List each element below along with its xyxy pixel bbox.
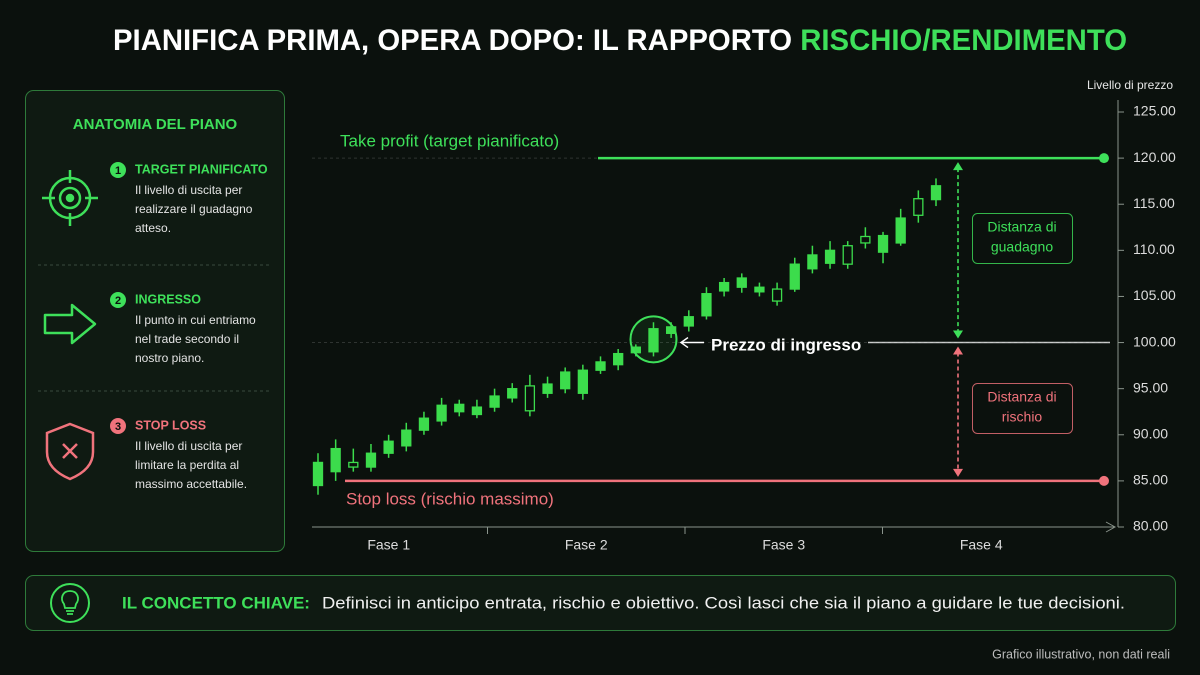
y-tick-label: 110.00	[1133, 241, 1175, 257]
panel-title: ANATOMIA DEL PIANO	[73, 116, 238, 133]
candle-body	[789, 263, 800, 290]
candle-body	[842, 245, 853, 265]
key-label: IL CONCETTO CHIAVE:	[122, 593, 310, 612]
candle-body	[542, 383, 553, 394]
arrow-icon	[43, 303, 97, 345]
item-number: 1	[115, 165, 121, 177]
item-text: realizzare il guadagno	[135, 202, 253, 216]
item-title: STOP LOSS	[135, 418, 206, 432]
level-label: Stop loss (rischio massimo)	[346, 489, 554, 508]
candle-body	[560, 371, 571, 390]
y-tick-label: 90.00	[1133, 425, 1168, 441]
level-dot	[1099, 475, 1109, 486]
candle-body	[877, 234, 889, 253]
candle-body	[489, 395, 500, 408]
title: PIANIFICA PRIMA, OPERA DOPO: IL RAPPORTO…	[113, 24, 1127, 57]
distance-box	[972, 383, 1073, 434]
candle-body	[436, 404, 447, 422]
x-tick-label: Fase 4	[960, 537, 1003, 553]
candle-body	[365, 452, 377, 468]
key-box	[25, 575, 1176, 631]
candle-body	[736, 277, 747, 288]
item-badge	[110, 292, 126, 308]
entry-arrow	[679, 336, 704, 349]
candle-body	[507, 388, 518, 399]
candle-body	[595, 361, 606, 371]
y-tick-label: 85.00	[1133, 472, 1168, 488]
y-tick-label: 80.00	[1133, 518, 1168, 534]
item-text: atteso.	[135, 221, 171, 235]
item-badge	[110, 162, 126, 178]
title-text: PIANIFICA PRIMA, OPERA DOPO: IL RAPPORTO	[113, 24, 800, 57]
y-axis-title: Livello di prezzo	[1087, 78, 1173, 92]
y-tick-label: 120.00	[1133, 149, 1176, 165]
candle-body	[577, 369, 589, 394]
item-text: nostro piano.	[135, 351, 204, 365]
candle-body	[683, 316, 694, 327]
candle-body	[807, 254, 818, 270]
candle-body	[383, 440, 394, 454]
title-highlight: RISCHIO/RENDIMENTO	[800, 24, 1127, 57]
candle-body	[524, 385, 536, 412]
candle-body	[454, 403, 465, 413]
candle-body	[718, 281, 730, 292]
candle-body	[930, 185, 942, 201]
candle-body	[771, 288, 783, 302]
distance-box	[972, 213, 1073, 264]
candle-body	[860, 235, 871, 244]
bulb-icon	[50, 583, 90, 623]
candle-body	[648, 328, 659, 353]
candle-body	[665, 326, 677, 334]
candle-body	[471, 406, 483, 416]
item-text: nel trade secondo il	[135, 332, 239, 346]
candle-body	[348, 461, 359, 468]
candle-body	[913, 198, 924, 216]
item-title: TARGET PIANIFICATO	[135, 162, 268, 176]
item-title: INGRESSO	[135, 292, 201, 306]
distance-label: Distanza di	[987, 389, 1056, 405]
y-tick-label: 100.00	[1133, 333, 1176, 349]
shield-icon	[45, 422, 95, 481]
footnote: Grafico illustrativo, non dati reali	[992, 647, 1170, 661]
level-label: Prezzo di ingresso	[711, 335, 861, 354]
candle-body	[401, 429, 412, 447]
candle-body	[754, 286, 765, 293]
level-label: Take profit (target pianificato)	[340, 131, 559, 150]
item-text: massimo accettabile.	[135, 477, 247, 491]
side-panel	[25, 90, 285, 552]
item-number: 2	[115, 295, 121, 307]
y-tick-label: 115.00	[1133, 195, 1175, 211]
candle-body	[895, 217, 906, 244]
item-text: Il punto in cui entriamo	[135, 313, 256, 327]
level-dot	[1099, 153, 1109, 164]
candle-body	[330, 447, 341, 473]
item-badge	[110, 418, 126, 434]
x-tick-label: Fase 3	[762, 537, 805, 553]
key-text: Definisci in anticipo entrata, rischio e…	[322, 594, 1125, 612]
x-tick-label: Fase 2	[565, 537, 608, 553]
y-tick-label: 125.00	[1133, 103, 1176, 119]
x-axis-arrow	[1105, 521, 1117, 533]
y-tick-label: 105.00	[1133, 287, 1176, 303]
item-text: Il livello di uscita per	[135, 183, 242, 197]
item-text: Il livello di uscita per	[135, 439, 242, 453]
y-tick-label: 95.00	[1133, 379, 1168, 395]
target-icon	[42, 170, 98, 226]
candle-body	[824, 249, 836, 264]
item-text: limitare la perdita al	[135, 458, 239, 472]
candle-body	[701, 293, 712, 317]
distance-label: guadagno	[991, 239, 1054, 255]
candle-body	[418, 417, 430, 431]
distance-label: rischio	[1002, 409, 1043, 425]
candle-body	[613, 352, 624, 366]
x-tick-label: Fase 1	[367, 537, 410, 553]
distance-label: Distanza di	[987, 219, 1056, 235]
item-number: 3	[115, 421, 121, 433]
candle-body	[312, 461, 324, 487]
